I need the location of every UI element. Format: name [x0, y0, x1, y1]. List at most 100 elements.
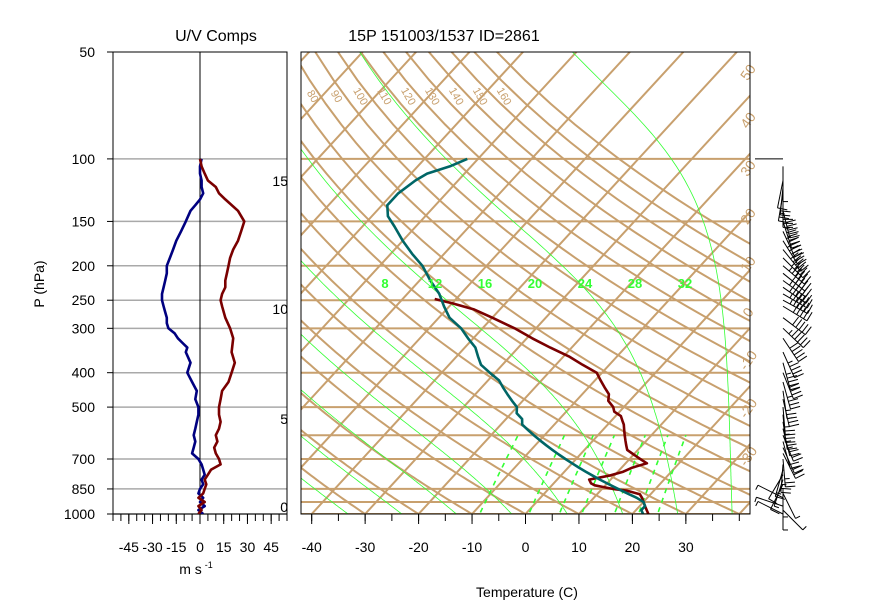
wind-barb-feather	[788, 383, 799, 389]
wind-barb-feather	[789, 402, 800, 406]
wind-barb-half-feather	[776, 492, 782, 495]
wind-barb-feather	[806, 299, 813, 309]
isotherm	[301, 52, 525, 295]
wind-barb-staff	[782, 372, 794, 399]
wind-barb-feather	[788, 398, 799, 402]
wind-barb-staff	[782, 317, 806, 336]
wind-barb-feather	[778, 216, 790, 220]
wind-barb	[777, 180, 788, 211]
dewpoint-profile-line	[386, 157, 647, 514]
wind-barb-feather	[799, 307, 806, 317]
wind-barb-half-feather	[785, 440, 792, 443]
theta-e-label-40: 40	[737, 109, 759, 131]
wind-barb	[782, 458, 796, 488]
wind-barb-feather	[793, 469, 803, 476]
wind-barb	[782, 337, 808, 362]
wind-barb	[782, 351, 804, 379]
wind-barb-feather	[803, 297, 810, 307]
moist-adiabat	[301, 260, 568, 514]
wind-barb-feather	[800, 264, 809, 272]
mixing-ratio-label-12: 12	[428, 276, 442, 291]
wind-barb-feather	[792, 303, 799, 313]
isotherm	[577, 326, 750, 514]
wind-barb-feather	[789, 342, 799, 349]
wind-barb-feather	[794, 331, 802, 340]
wind-barb	[782, 265, 812, 285]
wind-barb	[782, 362, 801, 391]
isotherm	[301, 52, 311, 63]
theta-e-label--10: -10	[736, 347, 761, 373]
wind-barb-half-feather	[788, 266, 793, 272]
wind-barb-feather	[796, 293, 803, 303]
wind-barb-feather	[790, 240, 801, 245]
wind-barb-half-feather	[787, 395, 793, 398]
wind-barb-feather	[801, 280, 809, 289]
wind-barb-feather	[785, 441, 796, 444]
wind-barb-feather	[796, 352, 805, 359]
wind-barb-feather	[786, 223, 797, 227]
moist-adiabat	[301, 333, 513, 514]
skewt-panel-title: 15P 151003/1537 ID=2861	[348, 28, 540, 45]
wind-barb-staff	[782, 272, 806, 292]
wind-barb-feather	[780, 491, 791, 494]
wind-barb-feather	[768, 498, 778, 505]
height-tick-label-15-km: 15	[272, 173, 288, 189]
wind-barb-feather	[791, 390, 802, 396]
uv-tick-label-30: 30	[240, 539, 256, 555]
wind-barb	[782, 447, 804, 474]
wind-barb-feather	[794, 373, 804, 379]
wind-barb-staff	[757, 484, 784, 499]
uv-tick-label--45: -45	[119, 539, 139, 555]
theta-e-label-50: 50	[737, 61, 759, 83]
isotherm	[684, 442, 750, 514]
wind-barb-feather	[798, 355, 808, 362]
dry-adiabat	[301, 283, 635, 514]
wind-barb-feather	[801, 323, 809, 333]
uv-x-axis: -45 -30 -15 0 15 30 45	[112, 514, 288, 555]
wind-barb	[782, 493, 801, 519]
height-tick-label-5-km: 5	[280, 411, 288, 427]
wind-barb	[782, 441, 801, 470]
height-tick-label-10-km: 10	[272, 301, 288, 317]
wind-barb-feather	[790, 465, 801, 470]
height-axis: 0 5 10 15	[272, 173, 288, 515]
isotherm	[301, 52, 418, 179]
wind-barb-feather	[789, 423, 800, 427]
pressure-tick-label-500: 500	[72, 399, 96, 415]
wind-barb-feather	[793, 348, 803, 356]
moist-adiabat	[301, 148, 624, 514]
wind-barb-feather	[804, 282, 812, 292]
pressure-tick-label-250: 250	[72, 292, 96, 308]
wind-barb-staff	[782, 327, 804, 348]
wind-barb-feather	[794, 268, 803, 277]
isotherm	[737, 500, 750, 514]
pressure-tick-label-400: 400	[72, 365, 96, 381]
wind-barb-staff	[782, 286, 807, 304]
dry-adiabat	[301, 63, 750, 428]
wind-barb-feather	[777, 207, 788, 211]
wind-barb-staff	[780, 464, 784, 493]
temperature-axis-label: Temperature (C)	[476, 584, 578, 600]
temperature-tick-label--40: -40	[302, 539, 322, 555]
wind-barb	[782, 231, 805, 258]
wind-barb-feather	[790, 387, 800, 392]
wind-barb-staff	[777, 180, 784, 209]
wind-barb-feather	[796, 305, 803, 315]
pressure-tick-label-850: 850	[72, 481, 96, 497]
wind-barb-feather	[797, 258, 807, 265]
wind-barb-half-feather	[785, 409, 791, 412]
wind-barb-staff	[782, 265, 805, 285]
wind-barb-half-feather	[787, 446, 793, 449]
wind-barb-feather	[778, 220, 789, 224]
dry-adiabat	[301, 102, 750, 450]
dry-adiabat	[301, 211, 742, 514]
wind-barb	[755, 484, 784, 499]
wind-barb-feather	[792, 255, 802, 263]
mixing-ratio-line	[656, 434, 687, 514]
temperature-tick-label--20: -20	[408, 539, 428, 555]
dry-adiabat	[450, 52, 750, 283]
skewt-panel: 15P 151003/1537 ID=2861 80 90 100 110 120 130…	[272, 28, 761, 600]
moist-adiabat	[359, 52, 679, 514]
moist-adiabats	[301, 52, 733, 514]
wind-barb-feather	[791, 328, 799, 337]
